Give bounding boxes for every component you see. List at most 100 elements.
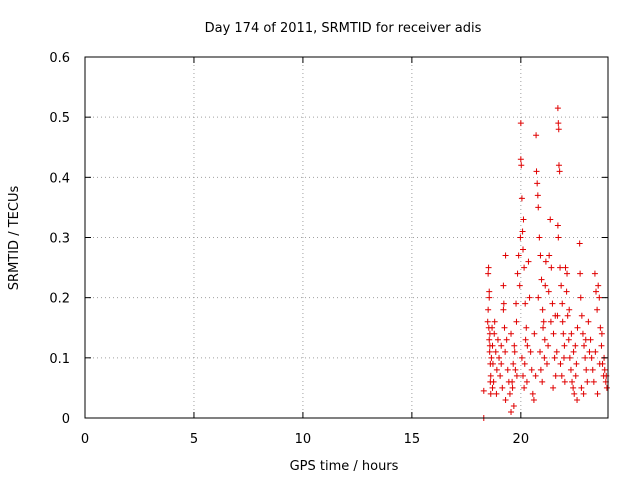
data-point	[520, 372, 527, 379]
data-point	[486, 294, 493, 301]
data-point	[521, 360, 528, 367]
data-point	[501, 324, 508, 331]
data-point	[500, 282, 507, 289]
data-point	[596, 360, 603, 367]
data-point	[480, 387, 487, 394]
data-point	[553, 348, 560, 355]
data-point	[526, 294, 533, 301]
data-point	[520, 246, 527, 253]
data-point	[596, 294, 603, 301]
data-point	[573, 360, 580, 367]
data-point	[506, 390, 513, 397]
data-point	[572, 372, 579, 379]
data-point	[567, 366, 574, 373]
data-point	[555, 162, 562, 169]
data-point	[511, 348, 518, 355]
data-point	[534, 180, 541, 187]
data-point	[566, 354, 573, 361]
y-tick-label: 0.2	[49, 292, 70, 307]
data-point	[556, 168, 563, 175]
data-point	[513, 372, 520, 379]
data-point	[489, 360, 496, 367]
data-point	[560, 354, 567, 361]
data-point	[500, 300, 507, 307]
data-point	[560, 330, 567, 337]
data-point	[528, 366, 535, 373]
data-point	[493, 366, 500, 373]
data-point	[541, 354, 548, 361]
data-point	[513, 300, 520, 307]
data-point	[568, 330, 575, 337]
data-point	[487, 372, 494, 379]
data-point	[550, 330, 557, 337]
data-point	[542, 282, 549, 289]
data-point	[500, 306, 507, 313]
data-point	[555, 234, 562, 241]
data-point	[502, 396, 509, 403]
data-point	[551, 354, 558, 361]
data-point	[538, 276, 545, 283]
data-point	[517, 120, 524, 127]
data-point	[517, 156, 524, 163]
axis-ticks	[84, 56, 608, 419]
data-point	[522, 300, 529, 307]
data-point	[595, 282, 602, 289]
data-point	[570, 348, 577, 355]
data-point	[564, 270, 571, 277]
data-point	[508, 408, 515, 415]
data-point	[537, 252, 544, 259]
data-point	[539, 378, 546, 385]
data-point	[594, 306, 601, 313]
data-point	[508, 330, 515, 337]
x-axis-title: GPS time / hours	[290, 459, 399, 474]
y-axis-title: SRMTID / TECUs	[7, 186, 22, 291]
data-point	[574, 324, 581, 331]
data-point	[583, 366, 590, 373]
data-point	[577, 294, 584, 301]
data-point	[547, 318, 554, 325]
data-point	[574, 396, 581, 403]
data-point	[543, 360, 550, 367]
data-point	[521, 264, 528, 271]
data-point	[516, 282, 523, 289]
data-point	[510, 360, 517, 367]
data-point	[540, 318, 547, 325]
data-point	[488, 354, 495, 361]
data-point	[558, 282, 565, 289]
data-point	[503, 336, 510, 343]
data-point	[593, 288, 600, 295]
data-point	[587, 336, 594, 343]
data-point	[529, 390, 536, 397]
data-point	[535, 204, 542, 211]
data-point	[502, 348, 509, 355]
data-point	[491, 330, 498, 337]
data-point	[547, 216, 554, 223]
data-point	[597, 324, 604, 331]
data-point	[550, 384, 557, 391]
data-point	[539, 306, 546, 313]
data-point	[542, 258, 549, 265]
data-point	[554, 312, 561, 319]
data-point	[523, 324, 530, 331]
data-point	[524, 342, 531, 349]
data-point	[486, 336, 493, 343]
data-point	[533, 132, 540, 139]
data-point	[522, 336, 529, 343]
data-point	[519, 228, 526, 235]
data-point	[530, 396, 537, 403]
data-point	[592, 348, 599, 355]
data-point	[532, 372, 539, 379]
data-point	[598, 330, 605, 337]
data-point	[499, 384, 506, 391]
data-point	[498, 360, 505, 367]
data-point	[554, 222, 561, 229]
data-point	[514, 270, 521, 277]
data-point	[540, 324, 547, 331]
data-point	[552, 372, 559, 379]
data-point	[518, 354, 525, 361]
data-point	[588, 354, 595, 361]
data-point	[502, 252, 509, 259]
